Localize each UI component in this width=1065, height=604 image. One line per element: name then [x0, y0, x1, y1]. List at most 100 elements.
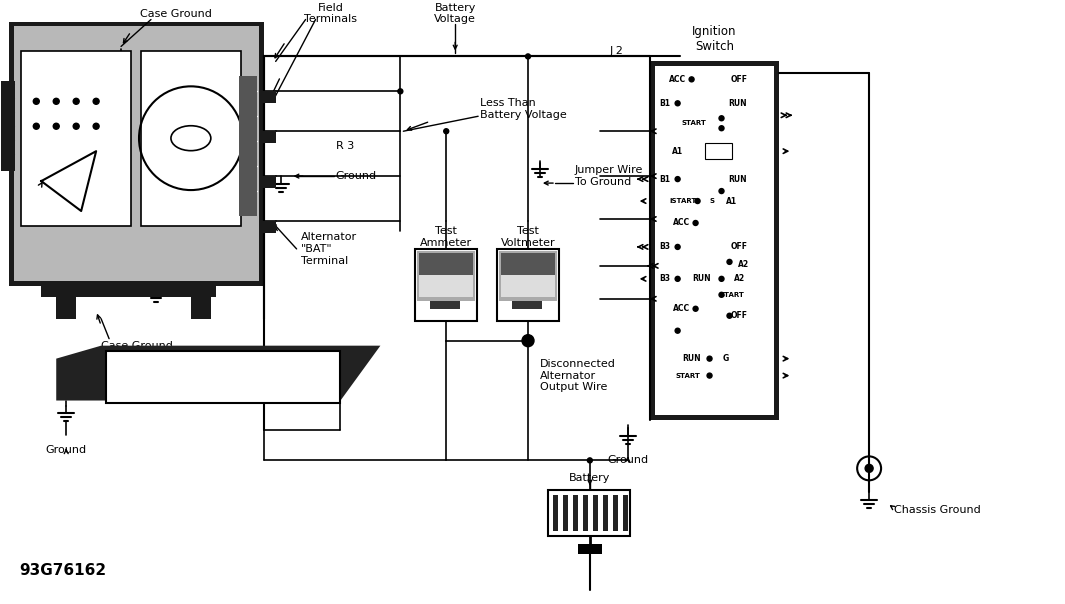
Bar	[612, 495, 618, 531]
Circle shape	[73, 123, 79, 129]
Text: START: START	[719, 292, 744, 298]
Bar	[553, 495, 558, 531]
Circle shape	[719, 292, 724, 297]
Bar	[191, 297, 211, 319]
Bar	[56, 297, 77, 319]
Text: PCM: PCM	[206, 364, 240, 378]
Bar	[501, 275, 555, 297]
Text: G: G	[722, 354, 728, 363]
Circle shape	[689, 77, 694, 82]
Circle shape	[525, 54, 530, 59]
Circle shape	[675, 277, 681, 281]
Bar	[417, 251, 475, 301]
Bar	[14, 27, 259, 281]
Bar	[262, 221, 276, 233]
Bar	[499, 251, 557, 301]
Circle shape	[53, 123, 60, 129]
Circle shape	[33, 123, 39, 129]
Bar	[239, 76, 257, 216]
Bar	[512, 301, 542, 309]
Text: B3: B3	[659, 242, 670, 251]
Text: Disconnected
Alternator
Output Wire: Disconnected Alternator Output Wire	[540, 359, 616, 392]
Text: Battery: Battery	[569, 474, 610, 483]
Text: Test
Voltmeter: Test Voltmeter	[501, 226, 555, 248]
Circle shape	[588, 458, 592, 463]
Circle shape	[398, 89, 403, 94]
Bar	[650, 62, 780, 420]
Circle shape	[727, 259, 732, 265]
Circle shape	[719, 126, 724, 130]
Text: Less Than
Battery Voltage: Less Than Battery Voltage	[480, 98, 567, 120]
Circle shape	[675, 328, 681, 333]
Bar	[501, 253, 555, 275]
Text: B3: B3	[659, 274, 670, 283]
Bar	[705, 143, 733, 159]
Bar	[578, 544, 602, 554]
Circle shape	[675, 101, 681, 106]
Circle shape	[693, 306, 698, 311]
Text: OFF: OFF	[731, 311, 748, 320]
Text: Test
Ammeter: Test Ammeter	[421, 226, 472, 248]
Text: Case Ground: Case Ground	[101, 341, 173, 351]
Bar	[548, 490, 629, 536]
Polygon shape	[56, 345, 380, 400]
Text: B1: B1	[659, 99, 670, 108]
Bar	[415, 249, 477, 321]
Circle shape	[675, 176, 681, 182]
Circle shape	[675, 245, 681, 249]
Circle shape	[93, 123, 99, 129]
Bar	[563, 495, 568, 531]
Circle shape	[707, 356, 712, 361]
Text: B1: B1	[659, 175, 670, 184]
Text: iSTART: iSTART	[669, 198, 697, 204]
Text: Ground: Ground	[607, 455, 649, 465]
Text: Ground: Ground	[46, 445, 86, 455]
Text: A2: A2	[738, 260, 749, 269]
Text: J 2: J 2	[610, 47, 624, 56]
Bar	[603, 495, 608, 531]
Bar	[106, 351, 341, 402]
Text: START: START	[682, 120, 706, 126]
Bar	[141, 51, 241, 226]
Circle shape	[707, 373, 712, 378]
Bar	[420, 275, 473, 297]
Text: 93G76162: 93G76162	[19, 562, 106, 577]
Text: 1: 1	[727, 148, 732, 154]
Text: S: S	[709, 198, 714, 204]
Circle shape	[727, 313, 732, 318]
Bar	[655, 66, 774, 416]
Circle shape	[719, 116, 724, 121]
Text: ACC: ACC	[673, 304, 690, 313]
Text: OFF: OFF	[731, 242, 748, 251]
Bar	[262, 91, 276, 103]
Text: Alternator
"BAT"
Terminal: Alternator "BAT" Terminal	[300, 233, 357, 266]
Bar	[573, 495, 578, 531]
Bar	[430, 301, 460, 309]
Text: Case Ground: Case Ground	[140, 8, 212, 19]
Circle shape	[719, 277, 724, 281]
Circle shape	[33, 98, 39, 104]
Bar	[497, 249, 559, 321]
Text: RUN: RUN	[728, 175, 747, 184]
Circle shape	[865, 464, 873, 472]
Text: Jumper Wire
To Ground: Jumper Wire To Ground	[575, 165, 643, 187]
Circle shape	[444, 129, 448, 133]
Text: A1: A1	[672, 147, 683, 156]
Text: OFF: OFF	[707, 148, 722, 154]
Bar	[21, 51, 131, 226]
Bar	[583, 495, 588, 531]
Circle shape	[93, 98, 99, 104]
Text: A2: A2	[734, 274, 746, 283]
Text: RUN: RUN	[728, 99, 747, 108]
Circle shape	[693, 220, 698, 225]
Text: ACC: ACC	[673, 219, 690, 228]
Circle shape	[53, 98, 60, 104]
Text: Battery
Voltage: Battery Voltage	[435, 3, 476, 24]
Bar	[623, 495, 627, 531]
Text: START: START	[675, 373, 700, 379]
Text: R 3: R 3	[337, 141, 355, 151]
Text: ACC: ACC	[669, 75, 686, 84]
Circle shape	[695, 199, 700, 204]
Bar	[1, 82, 15, 171]
Text: A1: A1	[726, 196, 737, 205]
